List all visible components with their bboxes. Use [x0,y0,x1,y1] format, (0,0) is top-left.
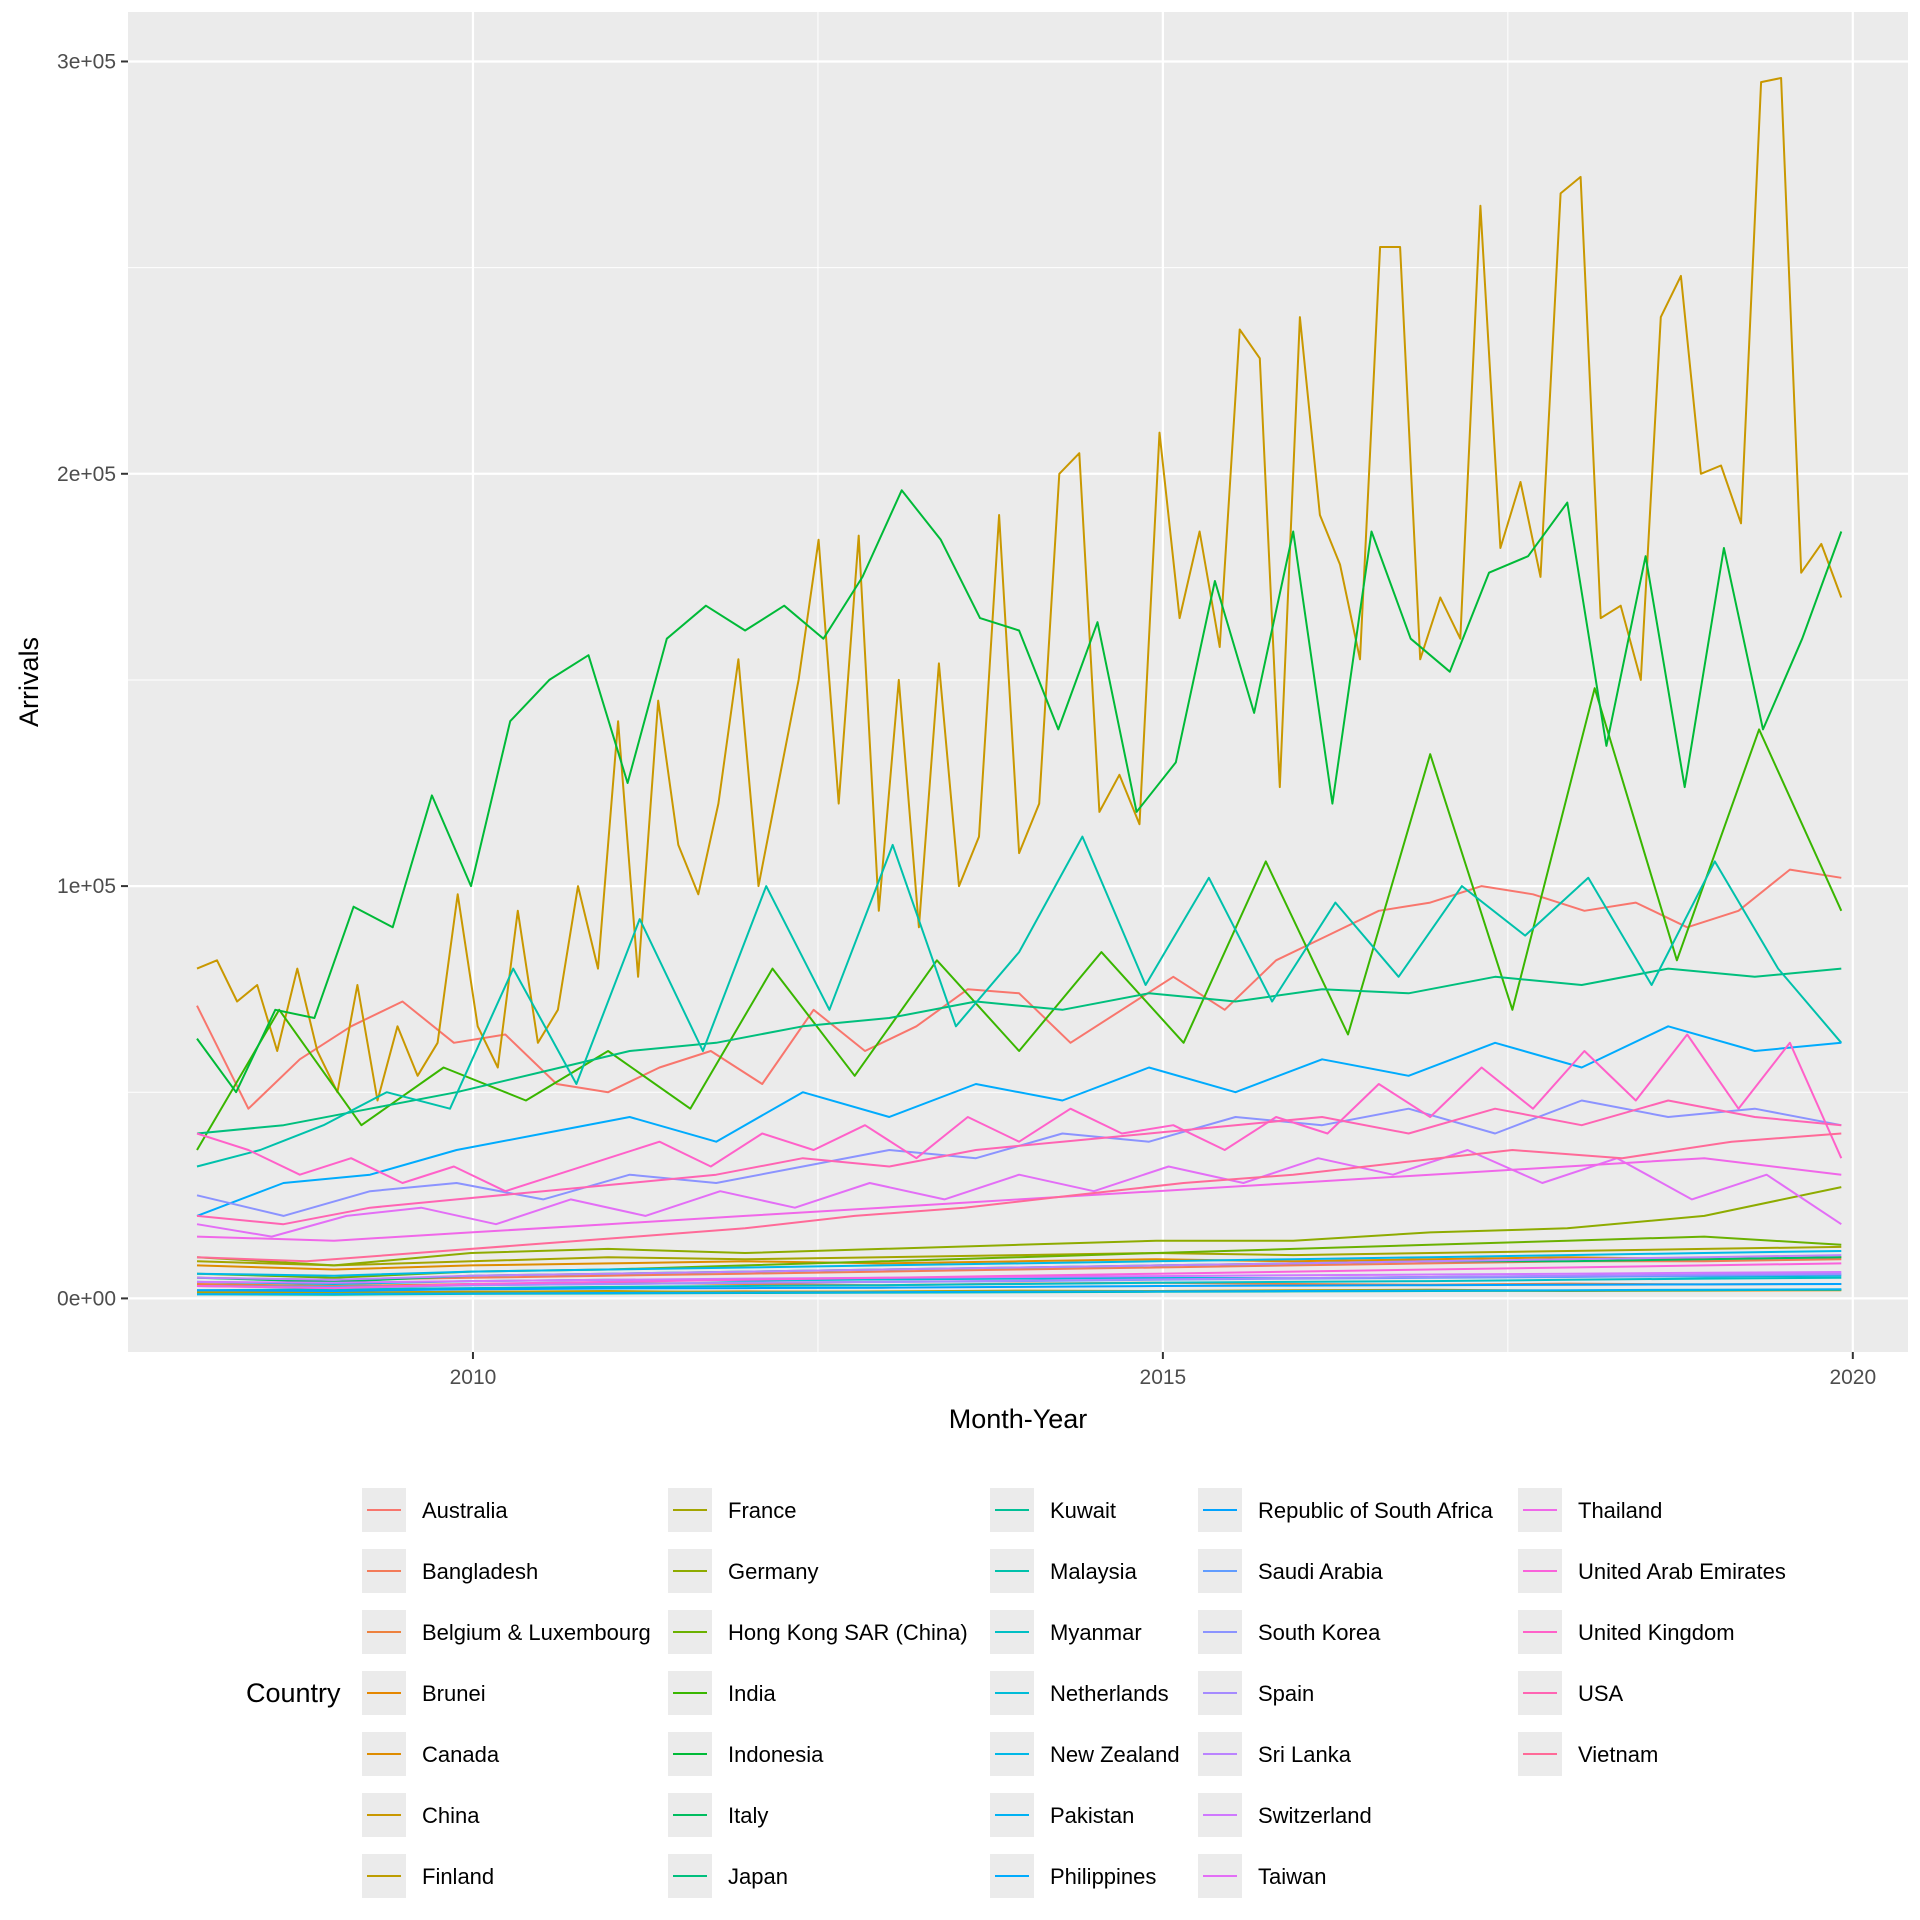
legend-label: New Zealand [1050,1742,1180,1767]
legend-label: United Arab Emirates [1578,1559,1786,1584]
legend-label: Kuwait [1050,1498,1116,1523]
y-tick-label: 2e+05 [57,463,116,486]
legend-label: Japan [728,1864,788,1889]
series-line [196,1254,1842,1281]
series-line [196,1025,1842,1217]
series-line [196,1276,1842,1292]
y-tick-label: 1e+05 [57,875,116,898]
series-line [196,489,1843,1094]
plot-panel [128,12,1908,1352]
series-line [196,687,1843,1151]
legend-label: France [728,1498,796,1523]
x-tick-label: 2010 [450,1366,497,1389]
legend-label: Hong Kong SAR (China) [728,1620,968,1645]
y-axis-title: Arrivals [14,637,44,727]
legend-label: South Korea [1258,1620,1381,1645]
legend-label: Netherlands [1050,1681,1169,1706]
series-line [196,1256,1842,1271]
legend-label: Sri Lanka [1258,1742,1352,1767]
series-line [196,1272,1842,1290]
series-line [196,1033,1843,1193]
legend-label: Saudi Arabia [1258,1559,1384,1584]
series-line [196,1149,1842,1238]
legend-label: Taiwan [1258,1864,1326,1889]
series-line [196,1186,1842,1267]
x-tick-label: 2015 [1140,1366,1187,1389]
legend-label: Vietnam [1578,1742,1658,1767]
legend-label: Spain [1258,1681,1314,1706]
legend-label: Pakistan [1050,1803,1134,1828]
grid-major [128,12,1908,1352]
legend-label: Germany [728,1559,818,1584]
legend-label: Philippines [1050,1864,1156,1889]
legend-label: Belgium & Luxembourg [422,1620,651,1645]
axis-ticks [121,60,1854,1359]
series-line [196,868,1842,1110]
legend-label: Italy [728,1803,768,1828]
legend-label: Brunei [422,1681,486,1706]
series-line [196,835,1843,1168]
legend-label: Malaysia [1050,1559,1138,1584]
axis-tick-labels: 2010 2015 2020 0e+00 1e+05 2e+05 3e+05 [57,50,1876,1389]
series-line [196,967,1842,1135]
legend-label: Australia [422,1498,508,1523]
legend-items: Australia Bangladesh Belgium & Luxembourg B… [362,1488,1786,1898]
legend-label: Canada [422,1742,500,1767]
series-line [196,1250,1842,1277]
legend-label: Finland [422,1864,494,1889]
legend-label: Bangladesh [422,1559,538,1584]
series-line [196,1245,1842,1267]
series-line [196,77,1843,1102]
legend-label: Republic of South Africa [1258,1498,1494,1523]
series-line [196,1271,1842,1284]
series-line [196,1288,1842,1296]
legend-label: China [422,1803,480,1828]
legend-label: India [728,1681,776,1706]
y-tick-label: 0e+00 [57,1287,116,1310]
legend-label: Indonesia [728,1742,824,1767]
legend: Country Australia Bangladesh Belgium & Lux… [246,1488,1786,1898]
x-axis-title: Month-Year [949,1404,1088,1434]
y-tick-label: 3e+05 [57,50,116,73]
legend-label: USA [1578,1681,1624,1706]
x-tick-label: 2020 [1829,1366,1876,1389]
series-line [196,1132,1842,1263]
legend-label: Switzerland [1258,1803,1372,1828]
legend-title: Country [246,1678,341,1708]
series-line [196,1262,1842,1290]
series-line [196,1099,1842,1226]
series-line [196,1283,1842,1292]
legend-label: United Kingdom [1578,1620,1735,1645]
legend-label: Thailand [1578,1498,1662,1523]
series-lines [196,77,1843,1296]
legend-label: Myanmar [1050,1620,1142,1645]
series-line [196,1157,1842,1242]
